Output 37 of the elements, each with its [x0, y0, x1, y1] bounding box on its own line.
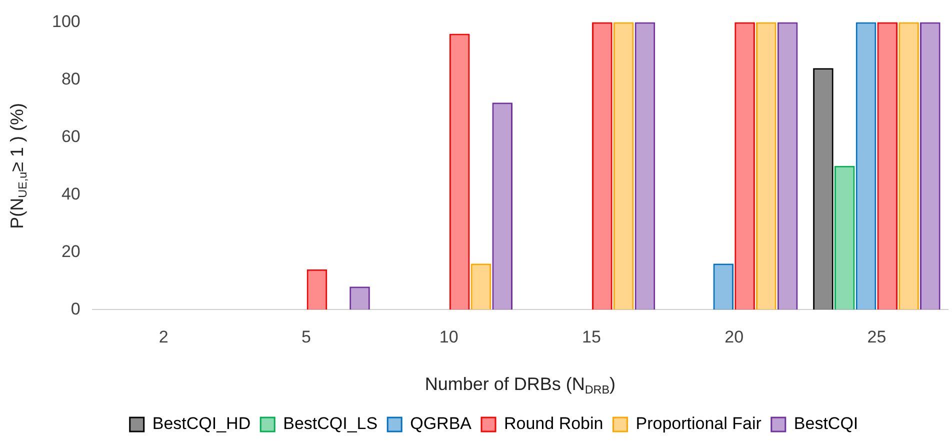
- x-tick-label: 20: [724, 327, 744, 346]
- bar: [813, 68, 834, 310]
- x-tick-label: 10: [439, 327, 458, 346]
- y-tick-label: 20: [61, 242, 80, 261]
- bar: [898, 22, 919, 310]
- x-tick-label: 25: [867, 327, 886, 346]
- legend-label: BestCQI_HD: [152, 414, 251, 434]
- legend-label: BestCQI: [794, 414, 858, 434]
- y-tick-label: 40: [61, 184, 80, 204]
- x-tick-label: 2: [158, 327, 168, 346]
- bar: [777, 22, 798, 310]
- y-tick-label: 80: [61, 69, 80, 88]
- bar: [877, 22, 898, 310]
- bar: [613, 22, 634, 310]
- y-tick-label: 0: [70, 299, 80, 318]
- bar: [713, 264, 734, 310]
- bar: [634, 22, 656, 310]
- x-tick-label: 15: [582, 327, 601, 346]
- legend-label: Round Robin: [504, 414, 604, 434]
- y-tick-label: 60: [61, 126, 80, 146]
- y-tick-label: 100: [52, 12, 80, 31]
- x-tick-label: 5: [302, 327, 312, 346]
- bar: [734, 22, 755, 310]
- bar: [306, 269, 328, 310]
- bar: [592, 22, 612, 310]
- bar: [350, 286, 370, 310]
- y-axis-title: P(NUE,u≥ 1 ) (%): [6, 102, 30, 229]
- bar: [920, 22, 940, 310]
- bar: [834, 166, 855, 310]
- bar: [856, 22, 876, 310]
- legend-label: QGRBA: [410, 414, 472, 434]
- bar: [470, 264, 492, 310]
- bar: [756, 22, 776, 310]
- bar: [449, 34, 470, 310]
- legend-label: Proportional Fair: [636, 414, 762, 434]
- bar: [492, 102, 513, 310]
- legend-label: BestCQI_LS: [283, 414, 378, 434]
